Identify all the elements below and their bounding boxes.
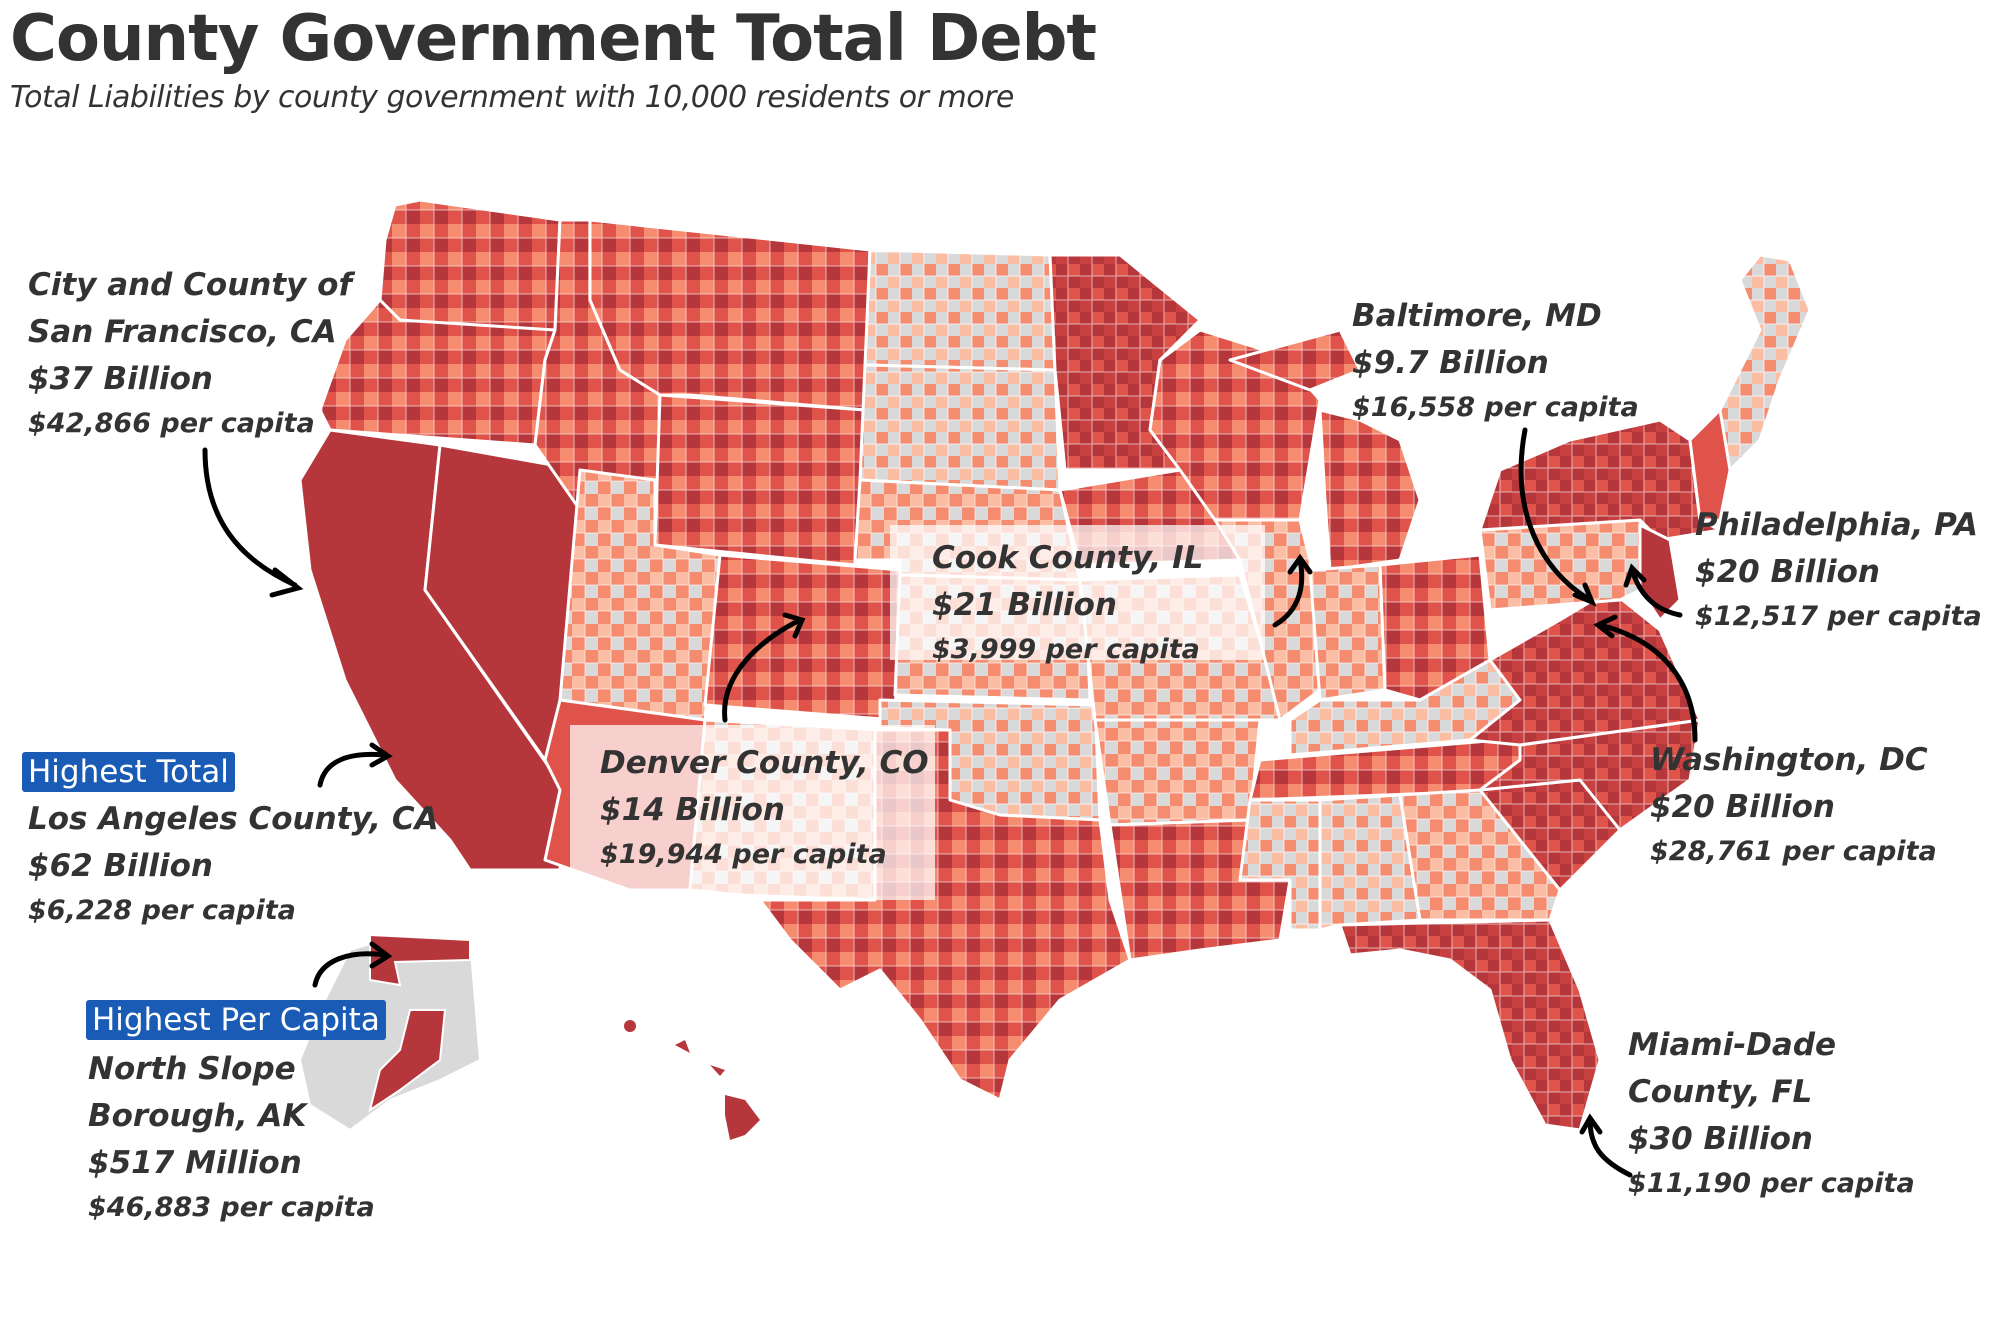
arrow-miami-head (1579, 1113, 1603, 1135)
state-al (1318, 793, 1422, 932)
miami-total: $30 Billion (1628, 1121, 1814, 1157)
ns-total: $517 Million (88, 1145, 302, 1181)
arrow-cook-head (1287, 553, 1313, 575)
arrow-denver-head (782, 612, 806, 639)
annotation-cook: Cook County, IL $21 Billion $3,999 per c… (932, 535, 1203, 671)
annotation-denver: Denver County, CO $14 Billion $19,944 pe… (600, 740, 929, 876)
state-co (703, 553, 902, 722)
la-total: $62 Billion (28, 848, 214, 884)
state-pa (1478, 518, 1662, 612)
annotation-los-angeles: Los Angeles County, CA $62 Billion $6,22… (28, 796, 439, 932)
state-ar (1093, 718, 1262, 827)
arrow-philly (1629, 567, 1683, 618)
highest-total-badge: Highest Total (22, 752, 235, 792)
state-nd (863, 248, 1057, 372)
cook-name: Cook County, IL (932, 540, 1204, 576)
state-hi-oahu (675, 1040, 690, 1053)
cook-label-overlay (890, 525, 1265, 660)
state-wy (653, 393, 867, 567)
baltimore-total: $9.7 Billion (1352, 345, 1549, 381)
la-name: Los Angeles County, CA (28, 801, 439, 837)
miami-name-line2: County, FL (1628, 1074, 1813, 1110)
annotation-washington-dc: Washington, DC $20 Billion $28,761 per c… (1650, 737, 1937, 873)
county-ak-south (368, 1009, 447, 1113)
state-sd (858, 363, 1062, 492)
ns-name-line2: Borough, AK (88, 1098, 307, 1134)
denver-name: Denver County, CO (600, 745, 929, 781)
sf-name-line1: City and County of (28, 267, 352, 303)
arrow-dc-head (1593, 614, 1618, 639)
arrow-la (317, 751, 388, 788)
state-ny (1478, 418, 1722, 542)
annotation-philadelphia: Philadelphia, PA $20 Billion $12,517 per… (1695, 502, 1982, 638)
denver-per-capita: $19,944 per capita (600, 839, 887, 870)
arrow-la-head (369, 742, 393, 768)
baltimore-per-capita: $16,558 per capita (1352, 392, 1639, 423)
sf-name-line2: San Francisco, CA (28, 314, 337, 350)
ns-per-capita: $46,883 per capita (88, 1192, 375, 1223)
arrow-ak-head (369, 941, 393, 969)
state-nc (1478, 718, 1702, 832)
cook-per-capita: $3,999 per capita (932, 634, 1200, 665)
ns-name-line1: North Slope (88, 1051, 296, 1087)
county-north-slope (369, 933, 471, 987)
state-va (1468, 588, 1702, 747)
philly-per-capita: $12,517 per capita (1695, 601, 1982, 632)
annotation-san-francisco: City and County of San Francisco, CA $37… (28, 262, 352, 445)
philly-name: Philadelphia, PA (1695, 507, 1979, 543)
annotation-north-slope: North Slope Borough, AK $517 Million $46… (88, 1046, 375, 1229)
arrow-denver (722, 617, 803, 723)
dc-name: Washington, DC (1650, 742, 1928, 778)
page-subtitle: Total Liabilities by county government w… (10, 80, 1014, 115)
state-tx (758, 728, 1132, 1102)
state-hi-kauai (624, 1020, 636, 1032)
arrow-baltimore-head (1572, 582, 1597, 607)
la-per-capita: $6,228 per capita (28, 895, 296, 926)
miami-per-capita: $11,190 per capita (1628, 1168, 1915, 1199)
highest-per-capita-badge: Highest Per Capita (86, 1000, 386, 1040)
state-hi-big-island (725, 1095, 760, 1140)
annotation-miami-dade: Miami-Dade County, FL $30 Billion $11,19… (1628, 1022, 1915, 1205)
sf-per-capita: $42,866 per capita (28, 408, 315, 439)
dc-per-capita: $28,761 per capita (1650, 836, 1937, 867)
denver-label-overlay (570, 725, 935, 900)
page-title: County Government Total Debt (10, 2, 1097, 76)
arrow-cook (1272, 557, 1305, 628)
arrow-dc (1597, 622, 1698, 743)
state-hi-maui (710, 1065, 725, 1076)
arrow-baltimore (1518, 427, 1593, 603)
dc-total: $20 Billion (1650, 789, 1836, 825)
arrow-miami (1587, 1117, 1633, 1178)
state-fl (1338, 918, 1602, 1132)
cook-total: $21 Billion (932, 587, 1118, 623)
state-vt-nh (1688, 408, 1732, 522)
annotation-baltimore: Baltimore, MD $9.7 Billion $16,558 per c… (1352, 293, 1639, 429)
state-wa (378, 198, 562, 332)
state-in (1308, 563, 1387, 702)
philly-total: $20 Billion (1695, 554, 1881, 590)
arrow-sf (202, 447, 298, 588)
miami-name-line1: Miami-Dade (1628, 1027, 1837, 1063)
state-mi (1228, 328, 1422, 572)
baltimore-name: Baltimore, MD (1352, 298, 1602, 334)
arrow-ak (312, 951, 388, 988)
arrow-philly-head (1623, 563, 1647, 588)
state-ga (1398, 788, 1562, 922)
arrow-sf-head (269, 567, 304, 598)
denver-total: $14 Billion (600, 792, 786, 828)
sf-total: $37 Billion (28, 361, 214, 397)
